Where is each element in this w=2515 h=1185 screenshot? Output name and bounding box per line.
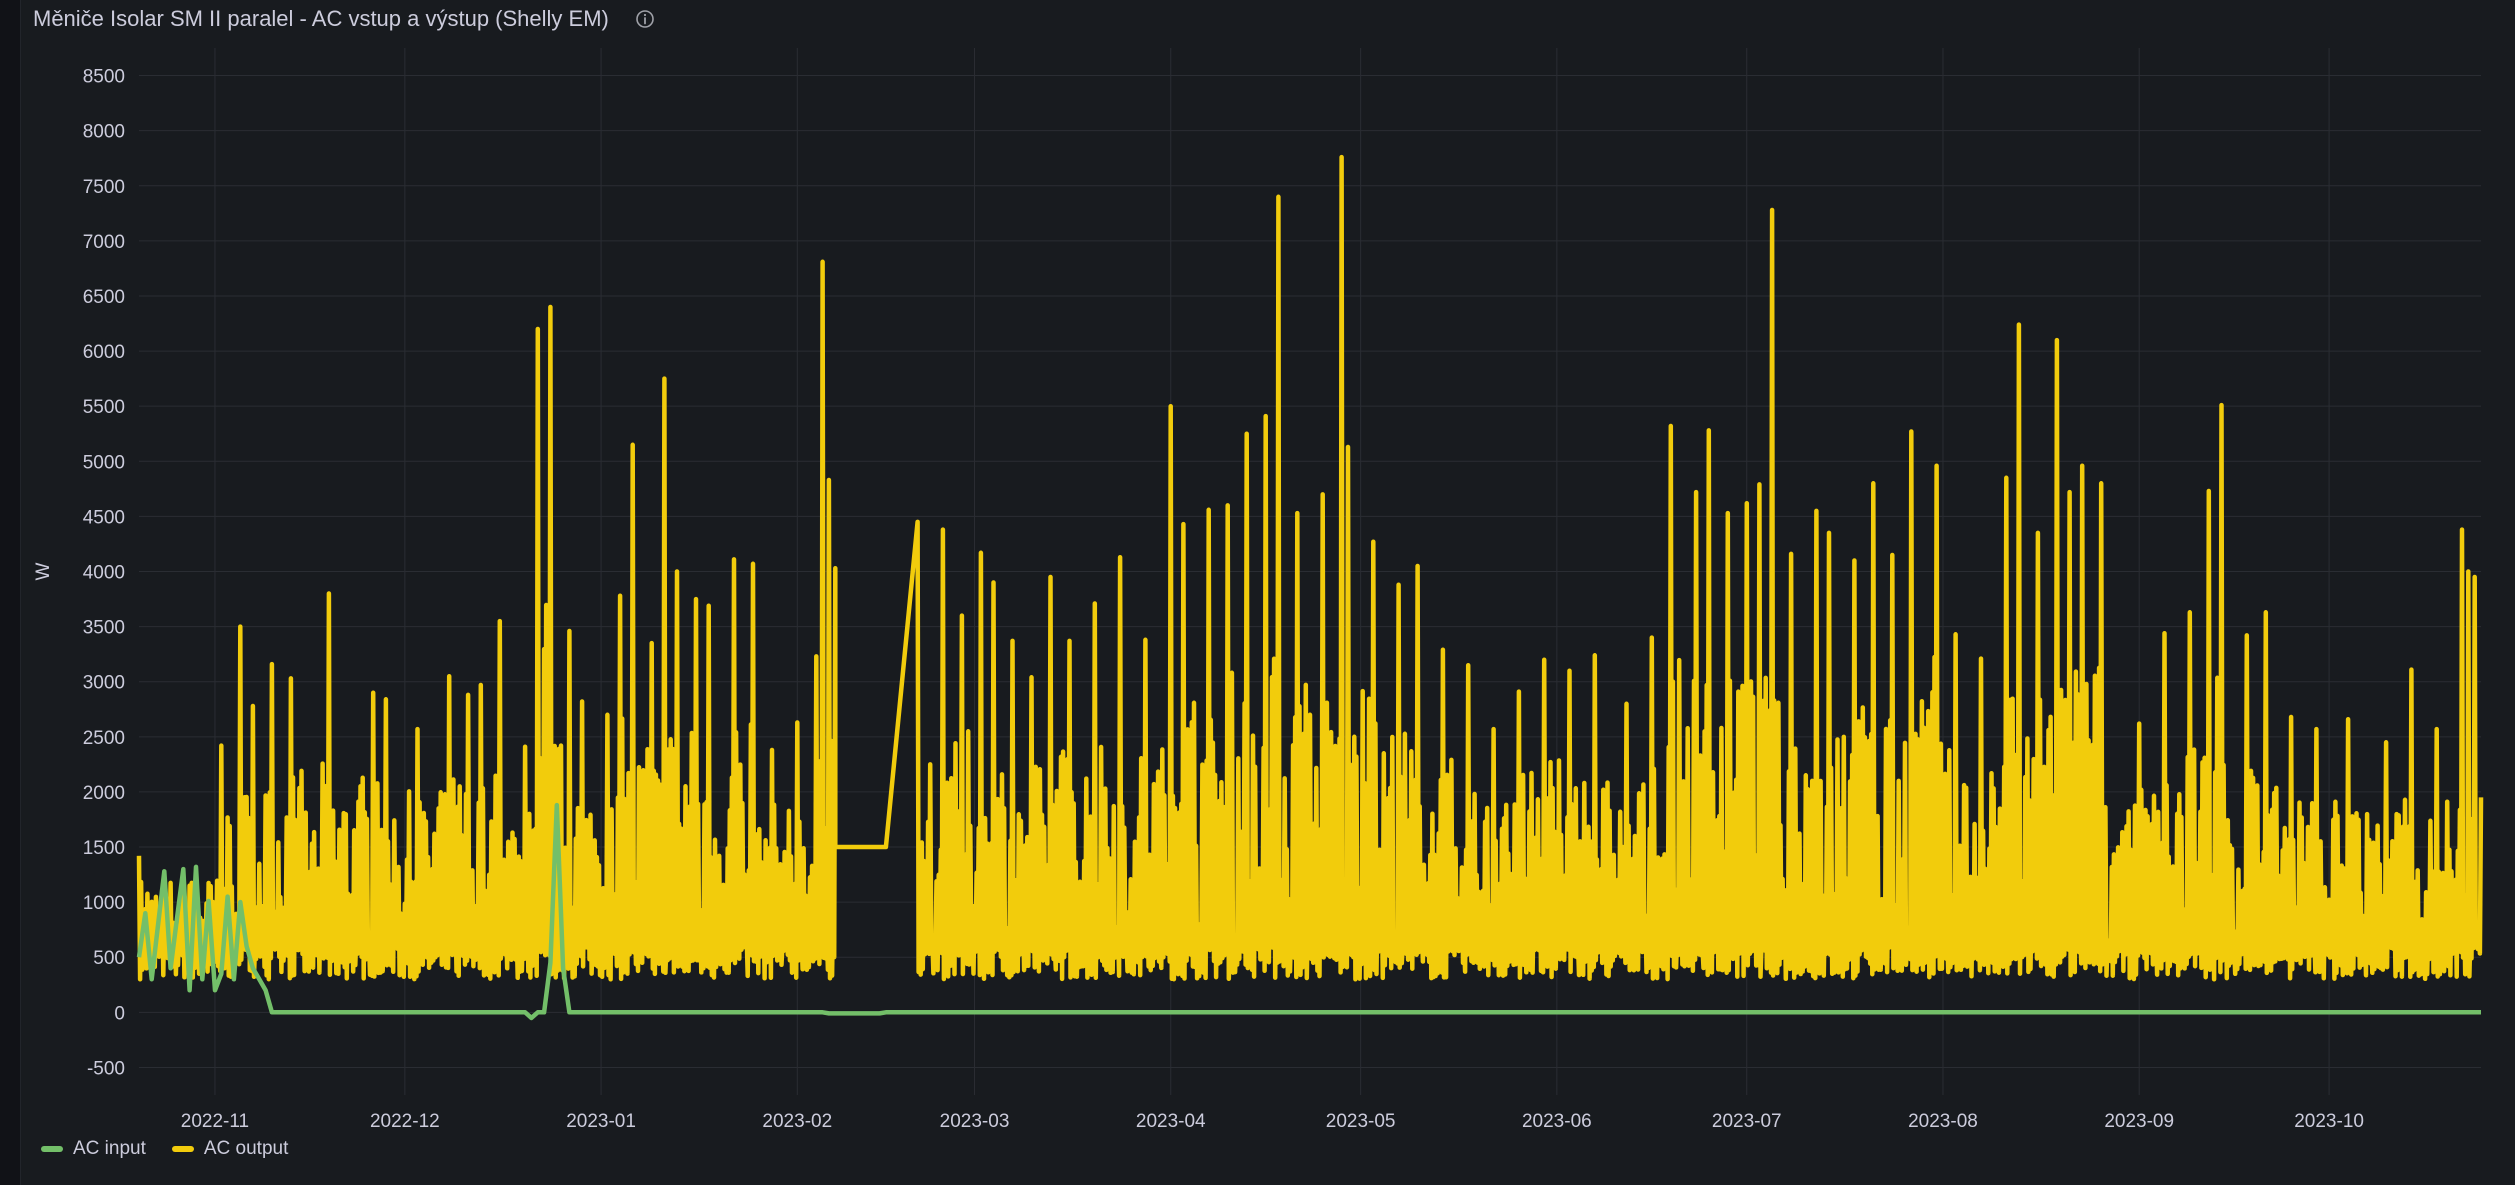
legend-item-ac-input[interactable]: AC input <box>41 1138 146 1160</box>
y-tick-label: 8000 <box>83 122 125 143</box>
legend-swatch-ac-output <box>171 1146 194 1152</box>
legend-label-ac-output: AC output <box>203 1138 289 1159</box>
panel-header: Měniče Isolar SM II paralel - AC vstup a… <box>33 0 655 38</box>
x-tick-label: 2023-08 <box>1908 1111 1978 1132</box>
x-tick-label: 2023-05 <box>1326 1111 1396 1132</box>
legend-swatch-ac-input <box>41 1146 63 1152</box>
info-circle-icon[interactable] <box>635 9 655 29</box>
y-tick-label: 7500 <box>83 177 125 198</box>
y-tick-label: 5500 <box>83 397 125 418</box>
x-tick-label: 2022-12 <box>370 1111 440 1132</box>
y-tick-label: 7000 <box>83 232 125 253</box>
x-tick-label: 2023-06 <box>1522 1111 1592 1132</box>
legend: AC input AC output <box>41 1136 288 1162</box>
series-line-ac-output <box>136 154 2484 982</box>
y-tick-label: 500 <box>93 948 125 969</box>
x-tick-label: 2023-01 <box>566 1111 636 1132</box>
x-tick-label: 2023-10 <box>2294 1111 2364 1132</box>
x-tick-label: 2023-02 <box>762 1111 832 1132</box>
y-axis-label: W <box>33 562 54 580</box>
y-tick-label: -500 <box>87 1058 125 1079</box>
x-tick-label: 2023-07 <box>1712 1111 1782 1132</box>
y-tick-label: 1500 <box>83 838 125 859</box>
legend-label-ac-input: AC input <box>73 1138 146 1159</box>
y-tick-label: 8500 <box>83 67 125 88</box>
y-tick-label: 2500 <box>83 728 125 749</box>
series-line-ac-input <box>136 802 2481 1021</box>
legend-item-ac-output[interactable]: AC output <box>171 1138 289 1160</box>
x-tick-label: 2023-03 <box>940 1111 1010 1132</box>
x-tick-label: 2023-04 <box>1136 1111 1206 1132</box>
y-tick-label: 0 <box>114 1003 125 1024</box>
chart-panel: Měniče Isolar SM II paralel - AC vstup a… <box>20 0 2515 1185</box>
panel-title[interactable]: Měniče Isolar SM II paralel - AC vstup a… <box>33 6 609 31</box>
y-tick-label: 3500 <box>83 618 125 639</box>
y-tick-label: 4000 <box>83 563 125 584</box>
y-tick-label: 5000 <box>83 452 125 473</box>
y-tick-label: 6500 <box>83 287 125 308</box>
y-tick-label: 4500 <box>83 507 125 528</box>
y-tick-label: 3000 <box>83 673 125 694</box>
x-tick-label: 2023-09 <box>2104 1111 2174 1132</box>
y-tick-label: 1000 <box>83 893 125 914</box>
x-tick-label: 2022-11 <box>181 1111 249 1132</box>
y-tick-label: 6000 <box>83 342 125 363</box>
y-tick-label: 2000 <box>83 783 125 804</box>
chart-area[interactable]: -500 0 500 1000 1500 2000 2500 3000 3500 4000 4500… <box>21 0 2515 1185</box>
